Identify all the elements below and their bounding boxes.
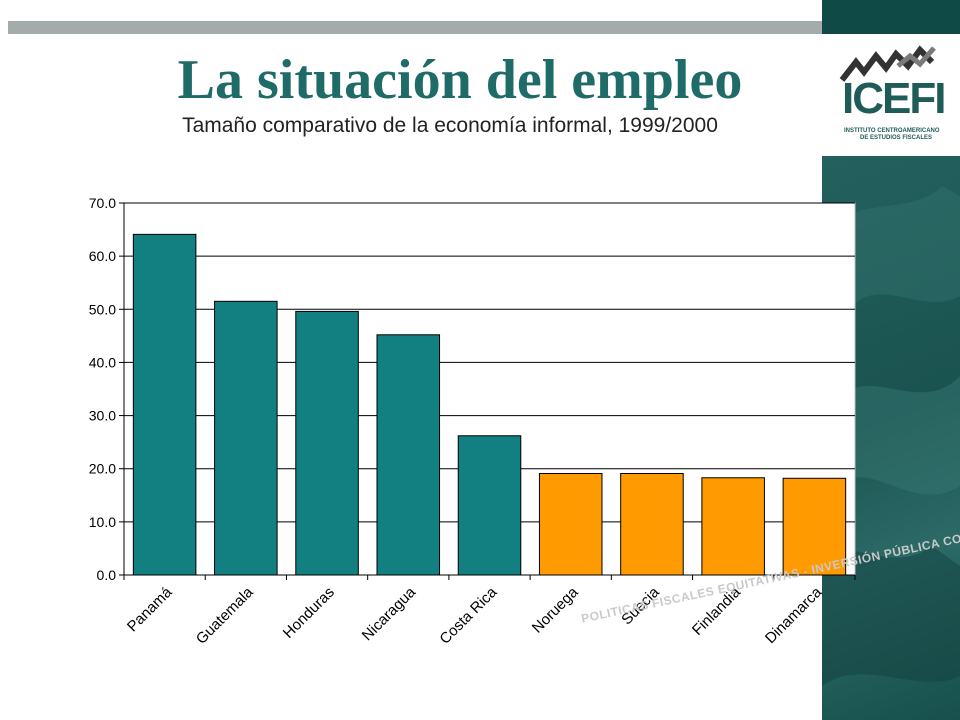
panel-top-band (822, 0, 960, 34)
bar-panam (132, 233, 197, 576)
bar-finlandia (701, 477, 765, 576)
x-tick-label: Honduras (280, 584, 338, 642)
y-tick-label: 40.0 (89, 354, 116, 370)
y-tick-label: 60.0 (89, 248, 116, 264)
icefi-logo: ICEFI INSTITUTO CENTROAMERICANO DE ESTUD… (834, 44, 946, 146)
y-tick-label: 0.0 (97, 567, 117, 583)
slide-subtitle: Tamaño comparativo de la economía inform… (182, 114, 718, 137)
logo-subtitle-line1: INSTITUTO CENTROAMERICANO (844, 128, 940, 134)
bar-guatemala (214, 300, 278, 576)
x-tick-label: Panamá (124, 583, 176, 635)
logo-subtitle-line2: DE ESTUDIOS FISCALES (860, 135, 933, 141)
top-decor-bar (8, 21, 822, 34)
bar-noruega (538, 472, 603, 576)
bar-suecia (620, 472, 684, 576)
zigzag-icon (839, 45, 936, 82)
bar-costarica (457, 435, 522, 576)
x-tick-label: Nicaragua (359, 583, 420, 644)
y-tick-label: 50.0 (89, 301, 116, 317)
slide-title: La situación del empleo (177, 49, 743, 111)
x-tick-label: Guatemala (193, 583, 257, 647)
x-tick-label: Dinamarca (762, 583, 826, 647)
logo-wordmark: ICEFI (842, 74, 946, 123)
bar-dinamarca (782, 477, 847, 576)
bar-nicaragua (376, 334, 441, 576)
logo-background (822, 34, 960, 156)
y-tick-label: 10.0 (89, 514, 116, 530)
x-tick-label: Costa Rica (436, 583, 500, 647)
y-tick-label: 70.0 (89, 195, 116, 211)
logo-subtitle: INSTITUTO CENTROAMERICANO DE ESTUDIOS FI… (844, 128, 944, 142)
bar-honduras (295, 310, 359, 576)
y-tick-label: 20.0 (89, 461, 116, 477)
y-tick-label: 30.0 (89, 408, 116, 424)
x-tick-label: Noruega (529, 583, 582, 636)
